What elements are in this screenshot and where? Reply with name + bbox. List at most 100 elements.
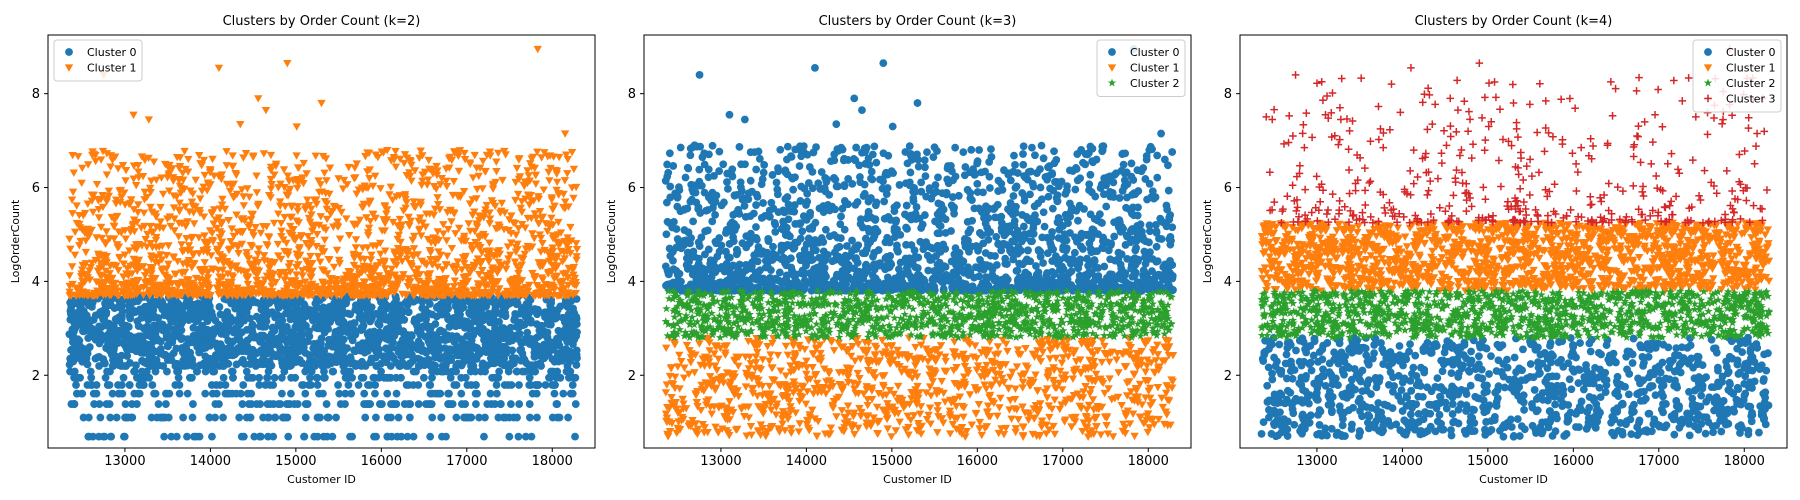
data-point	[397, 373, 405, 382]
data-point	[68, 308, 77, 317]
data-point	[224, 246, 234, 255]
data-point	[211, 351, 220, 359]
data-point	[75, 242, 84, 250]
data-point	[360, 389, 369, 398]
data-point	[316, 181, 325, 189]
y-tick-label: 6	[32, 181, 40, 196]
data-point	[340, 367, 348, 376]
data-point	[196, 195, 205, 203]
data-point	[170, 325, 179, 334]
data-point	[447, 244, 457, 253]
data-point	[367, 356, 376, 365]
data-point	[287, 333, 295, 342]
data-point	[405, 413, 414, 422]
data-point	[94, 214, 104, 222]
data-point	[471, 367, 480, 376]
data-point	[320, 373, 329, 382]
data-point	[533, 413, 541, 422]
data-point	[67, 263, 77, 271]
data-point	[108, 389, 117, 398]
data-point	[67, 346, 75, 354]
data-point	[534, 332, 543, 341]
data-point	[464, 220, 473, 228]
data-point	[271, 413, 279, 422]
series-0-points	[65, 291, 581, 441]
data-point	[364, 331, 372, 339]
data-point	[514, 225, 523, 233]
data-point	[255, 322, 264, 331]
data-point	[81, 248, 91, 257]
data-point	[531, 180, 541, 188]
data-point	[248, 153, 258, 162]
data-point	[239, 202, 249, 210]
data-point	[973, 179, 982, 188]
data-point	[135, 389, 144, 398]
data-point	[200, 259, 209, 267]
data-point	[494, 413, 503, 422]
data-point	[334, 381, 342, 389]
data-point	[248, 298, 256, 307]
data-point	[292, 123, 301, 131]
data-point	[493, 269, 502, 277]
data-point	[148, 381, 157, 389]
data-point	[276, 400, 285, 408]
data-point	[560, 130, 570, 138]
data-point	[195, 304, 204, 313]
data-point	[372, 413, 380, 422]
data-point	[103, 367, 111, 376]
data-point	[267, 335, 276, 343]
data-point	[319, 303, 328, 312]
data-point	[69, 357, 78, 366]
data-point	[212, 381, 221, 389]
data-point	[313, 346, 322, 354]
data-point	[511, 178, 520, 187]
data-point	[69, 169, 79, 177]
data-point	[320, 169, 329, 177]
data-point	[566, 223, 575, 232]
data-point	[376, 315, 385, 324]
data-point	[172, 344, 181, 353]
data-point	[252, 312, 261, 321]
data-point	[1037, 141, 1046, 150]
data-point	[121, 177, 130, 185]
data-point	[234, 250, 243, 258]
data-point	[277, 312, 286, 321]
data-point	[236, 389, 245, 398]
data-point	[438, 266, 447, 274]
data-point	[87, 373, 96, 382]
data-point	[453, 297, 462, 306]
data-point	[235, 413, 244, 422]
data-point	[495, 318, 503, 326]
data-point	[566, 357, 575, 365]
data-point	[444, 400, 453, 408]
data-point	[359, 316, 367, 325]
data-point	[207, 229, 217, 238]
data-point	[142, 307, 151, 315]
data-point	[78, 164, 87, 173]
data-point	[278, 389, 286, 398]
data-point	[485, 239, 494, 247]
data-point	[323, 432, 331, 441]
data-point	[475, 413, 483, 422]
data-point	[550, 389, 559, 398]
data-point	[501, 151, 510, 159]
data-point	[381, 344, 390, 353]
data-point	[530, 367, 539, 376]
data-point	[673, 235, 682, 243]
data-point	[354, 360, 363, 369]
data-point	[332, 341, 341, 350]
data-point	[458, 400, 466, 408]
data-point	[405, 222, 414, 230]
data-point	[546, 373, 555, 382]
data-point	[391, 163, 401, 171]
data-point	[515, 381, 523, 389]
data-point	[276, 219, 286, 228]
data-point	[215, 303, 224, 311]
data-point	[380, 219, 390, 228]
data-point	[68, 210, 77, 218]
data-point	[306, 373, 314, 382]
data-point	[264, 234, 274, 242]
data-point	[452, 413, 461, 422]
data-point	[529, 340, 538, 349]
data-point	[238, 400, 247, 408]
